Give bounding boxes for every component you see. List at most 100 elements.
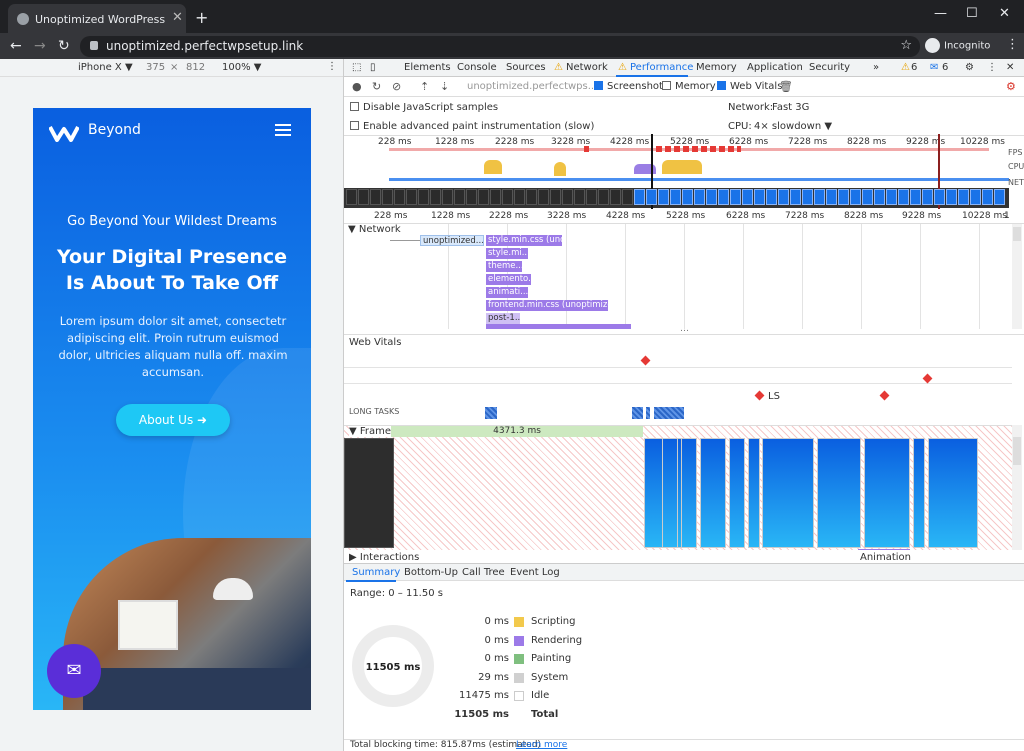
upload-profile-icon[interactable]: ⇡ [420,80,430,93]
network-request-bar[interactable] [486,324,631,329]
about-us-button[interactable]: About Us ➜ [116,404,230,436]
tab-event-log[interactable]: Event Log [510,567,560,578]
animation-bar[interactable] [858,549,910,550]
garbage-collect-icon[interactable]: 🗑 [779,80,793,93]
advanced-paint-check-icon[interactable] [350,121,359,130]
long-task-bar[interactable] [632,407,643,419]
close-window-icon[interactable]: ✕ [999,6,1010,21]
advanced-paint-checkbox[interactable]: Enable advanced paint instrumentation (s… [350,121,594,132]
zoom-select[interactable]: 100% ▼ [222,62,262,73]
capture-settings-gear-icon[interactable]: ⚙ [1006,80,1016,93]
frame-screenshot[interactable] [681,438,697,548]
tab-elements[interactable]: Elements [404,62,451,73]
messages-icon[interactable]: ✉ [930,62,939,73]
long-task-bar[interactable] [485,407,497,419]
network-request-bar[interactable]: animati... [486,287,528,298]
tab-console[interactable]: Console [457,62,497,73]
web-vitals-check-icon[interactable] [717,81,726,90]
minimize-icon[interactable]: — [934,6,947,21]
network-track[interactable]: ▼ Network unoptimized.... style.min.css … [344,224,1024,334]
cpu-throttle-select[interactable]: 4× slowdown ▼ [754,121,833,132]
network-request-bar[interactable]: theme... [486,261,522,272]
frames-scroll-thumb[interactable] [1013,437,1021,465]
frame-screenshot[interactable] [817,438,861,548]
network-section-toggle[interactable]: ▼ Network [348,224,401,235]
close-devtools-icon[interactable]: ✕ [1006,62,1015,73]
device-toolbar-menu-icon[interactable]: ⋮ [327,61,337,72]
clear-icon[interactable]: ⊘ [392,80,402,93]
tab-summary[interactable]: Summary [352,567,401,578]
device-select[interactable]: iPhone X ▼ [78,62,133,73]
network-request-bar[interactable]: style.min.css (uno... [486,235,562,246]
web-vitals-track[interactable]: Web Vitals LS [344,334,1024,402]
frame-screenshot[interactable] [700,438,726,548]
frame-screenshot-dark[interactable] [344,438,394,548]
fcp-marker-icon[interactable] [640,355,651,366]
network-request-bar[interactable]: frontend.min.css (unoptimized.... [486,300,608,311]
recording-select[interactable]: unoptimized.perfectwps... [467,81,598,92]
long-task-bar[interactable] [646,407,650,419]
disable-js-check-icon[interactable] [350,102,359,111]
devtools-menu-icon[interactable]: ⋮ [987,62,997,73]
device-width-input[interactable]: 375 [146,62,166,73]
frame-screenshot[interactable] [662,438,678,548]
lcp-marker-icon[interactable] [922,373,933,384]
messages-count[interactable]: 6 [942,62,949,73]
frame-duration-bar[interactable]: 4371.3 ms [391,426,643,437]
warnings-count[interactable]: 6 [911,62,918,73]
warnings-icon[interactable]: ⚠ [901,62,910,73]
tab-call-tree[interactable]: Call Tree [462,567,505,578]
close-tab-icon[interactable]: ✕ [172,10,183,25]
device-mode-icon[interactable]: ▯ [370,62,376,73]
frames-section-toggle[interactable]: ▼ Frames [349,426,400,437]
frame-screenshot[interactable] [864,438,910,548]
download-profile-icon[interactable]: ⇣ [440,80,450,93]
browser-tab[interactable]: Unoptimized WordPress Site – Ju ✕ [8,4,186,33]
memory-checkbox[interactable]: Memory [662,81,716,92]
network-request-bar[interactable]: style.mi... [486,248,528,259]
browser-menu-icon[interactable]: ⋮ [1006,37,1019,52]
overview-selection-end[interactable] [938,134,940,209]
network-scroll-thumb[interactable] [1013,227,1021,241]
frame-screenshot[interactable] [762,438,814,548]
bookmark-star-icon[interactable]: ☆ [900,38,912,53]
frame-screenshot[interactable] [729,438,745,548]
url-text[interactable]: unoptimized.perfectwpsetup.link [106,39,304,53]
network-request-bar[interactable]: elemento... [486,274,531,285]
overview-selection-start[interactable] [651,134,653,209]
brand-name[interactable]: Beyond [88,122,141,138]
disable-js-samples-checkbox[interactable]: Disable JavaScript samples [350,102,498,113]
ls-marker-icon[interactable] [754,390,765,401]
memory-check-icon[interactable] [662,81,671,90]
forward-icon[interactable]: → [34,38,46,54]
tab-performance[interactable]: Performance [630,62,694,73]
tab-sources[interactable]: Sources [506,62,546,73]
screenshots-check-icon[interactable] [594,81,603,90]
reload-icon[interactable]: ↻ [58,38,70,54]
resize-handle-icon[interactable]: … [680,324,689,334]
network-throttle-select[interactable]: Fast 3G [772,102,810,113]
frames-scrollbar[interactable] [1012,425,1022,550]
tab-security[interactable]: Security [809,62,851,73]
maximize-icon[interactable]: ☐ [966,6,978,21]
network-scrollbar[interactable] [1012,224,1022,329]
record-icon[interactable]: ● [352,80,362,93]
tab-memory[interactable]: Memory [696,62,737,73]
frame-screenshot[interactable] [748,438,760,548]
frame-screenshot[interactable] [928,438,978,548]
frames-track[interactable]: ▼ Frames 4371.3 ms [344,425,1012,550]
hamburger-menu-icon[interactable] [275,124,291,136]
web-vitals-checkbox[interactable]: Web Vitals [717,81,782,92]
device-height-input[interactable]: 812 [186,62,206,73]
ls-marker-icon[interactable] [879,390,890,401]
mail-floating-button[interactable]: ✉ [47,644,101,698]
learn-more-link[interactable]: Learn more [516,740,568,750]
long-task-bar[interactable] [654,407,684,419]
tab-application[interactable]: Application [747,62,803,73]
screenshots-checkbox[interactable]: Screenshots [594,81,668,92]
new-tab-button[interactable]: + [195,8,209,27]
incognito-badge[interactable]: Incognito [925,38,990,53]
interactions-section-toggle[interactable]: ▶ Interactions [349,552,420,563]
tab-network[interactable]: Network [566,62,608,73]
more-tabs-icon[interactable]: » [873,62,880,73]
